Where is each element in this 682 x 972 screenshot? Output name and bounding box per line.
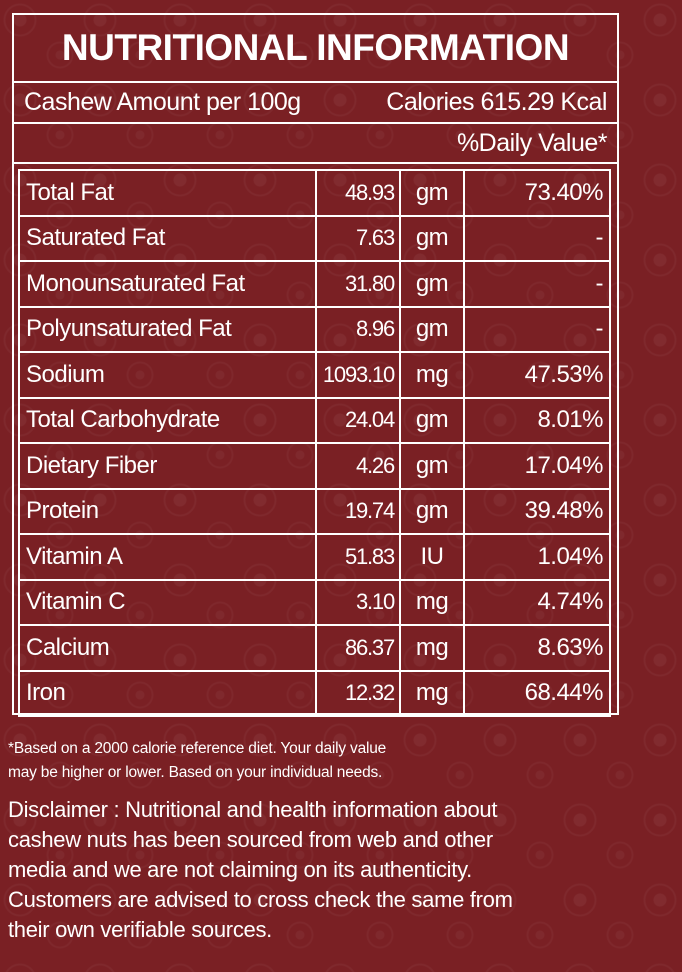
nutrient-name: Vitamin A — [18, 533, 317, 581]
nutrient-daily-value: 1.04% — [463, 533, 611, 581]
nutrient-daily-value: 4.74% — [463, 578, 611, 626]
nutrient-unit: gm — [399, 442, 465, 490]
nutrient-value: 1093.10 — [315, 351, 401, 399]
table-row: Iron 12.32 mg 68.44% — [18, 669, 613, 717]
nutrient-value: 51.83 — [315, 533, 401, 581]
nutrient-unit: gm — [399, 169, 465, 217]
table-row: Vitamin A 51.83 IU 1.04% — [18, 533, 613, 581]
nutrient-name: Saturated Fat — [18, 214, 317, 262]
daily-value-header: %Daily Value* — [456, 128, 608, 157]
nutrient-value: 19.74 — [315, 487, 401, 535]
nutrient-value: 3.10 — [315, 578, 401, 626]
nutrient-daily-value: - — [463, 214, 611, 262]
nutrient-daily-value: - — [463, 305, 611, 353]
nutrient-value: 7.63 — [315, 214, 401, 262]
nutrient-name: Sodium — [18, 351, 317, 399]
nutrient-daily-value: 17.04% — [463, 442, 611, 490]
nutrient-value: 86.37 — [315, 624, 401, 672]
nutrient-unit: gm — [399, 214, 465, 262]
table-row: Protein 19.74 gm 39.48% — [18, 487, 613, 535]
nutrient-unit: gm — [399, 260, 465, 308]
nutrition-panel: NUTRITIONAL INFORMATION Cashew Amount pe… — [12, 13, 619, 717]
nutrient-daily-value: 47.53% — [463, 351, 611, 399]
table-row: Saturated Fat 7.63 gm - — [18, 214, 613, 262]
nutrient-name: Calcium — [18, 624, 317, 672]
table-row: Dietary Fiber 4.26 gm 17.04% — [18, 442, 613, 490]
nutrient-daily-value: 73.40% — [463, 169, 611, 217]
nutrient-unit: IU — [399, 533, 465, 581]
table-row: Total Carbohydrate 24.04 gm 8.01% — [18, 396, 613, 444]
disclaimer-line: media and we are not claiming on its aut… — [8, 857, 472, 882]
nutrient-value: 8.96 — [315, 305, 401, 353]
daily-value-header-row: %Daily Value* — [14, 124, 617, 164]
disclaimer-line: their own verifiable sources. — [8, 917, 272, 942]
nutrient-daily-value: 8.63% — [463, 624, 611, 672]
table-row: Calcium 86.37 mg 8.63% — [18, 624, 613, 672]
nutrient-name: Dietary Fiber — [18, 442, 317, 490]
table-row: Vitamin C 3.10 mg 4.74% — [18, 578, 613, 626]
nutrient-daily-value: 68.44% — [463, 669, 611, 717]
nutrient-value: 12.32 — [315, 669, 401, 717]
nutrient-value: 24.04 — [315, 396, 401, 444]
nutrient-unit: mg — [399, 578, 465, 626]
nutrient-unit: mg — [399, 669, 465, 717]
nutrient-unit: mg — [399, 351, 465, 399]
disclaimer: Disclaimer : Nutritional and health info… — [8, 795, 678, 945]
nutrient-name: Monounsaturated Fat — [18, 260, 317, 308]
nutrient-daily-value: 39.48% — [463, 487, 611, 535]
footnote-line: may be higher or lower. Based on your in… — [8, 764, 383, 781]
nutrient-name: Protein — [18, 487, 317, 535]
disclaimer-line: Customers are advised to cross check the… — [8, 887, 513, 912]
nutrient-daily-value: 8.01% — [463, 396, 611, 444]
table-row: Polyunsaturated Fat 8.96 gm - — [18, 305, 613, 353]
nutrient-name: Iron — [18, 669, 317, 717]
nutrient-value: 4.26 — [315, 442, 401, 490]
nutrient-name: Total Carbohydrate — [18, 396, 317, 444]
footnote-line: *Based on a 2000 calorie reference diet.… — [8, 740, 387, 757]
nutrient-daily-value: - — [463, 260, 611, 308]
table-row: Total Fat 48.93 gm 73.40% — [18, 169, 613, 217]
nutrient-value: 48.93 — [315, 169, 401, 217]
disclaimer-line: cashew nuts has been sourced from web an… — [8, 827, 493, 852]
serving-row: Cashew Amount per 100g Calories 615.29 K… — [14, 83, 617, 124]
nutrient-unit: mg — [399, 624, 465, 672]
nutrient-unit: gm — [399, 487, 465, 535]
nutrient-unit: gm — [399, 396, 465, 444]
page-title: NUTRITIONAL INFORMATION — [14, 15, 617, 83]
nutrient-unit: gm — [399, 305, 465, 353]
amount-label: Cashew Amount per 100g — [24, 88, 301, 116]
table-row: Sodium 1093.10 mg 47.53% — [18, 351, 613, 399]
table-row: Monounsaturated Fat 31.80 gm - — [18, 260, 613, 308]
calories-label: Calories 615.29 Kcal — [386, 88, 607, 116]
nutrient-name: Total Fat — [18, 169, 317, 217]
footnote: *Based on a 2000 calorie reference diet.… — [8, 737, 668, 785]
nutrient-name: Vitamin C — [18, 578, 317, 626]
nutrient-table: Total Fat 48.93 gm 73.40% Saturated Fat 7.63 g… — [14, 164, 617, 717]
nutrient-value: 31.80 — [315, 260, 401, 308]
disclaimer-line: Disclaimer : Nutritional and health info… — [8, 797, 498, 822]
nutrient-name: Polyunsaturated Fat — [18, 305, 317, 353]
